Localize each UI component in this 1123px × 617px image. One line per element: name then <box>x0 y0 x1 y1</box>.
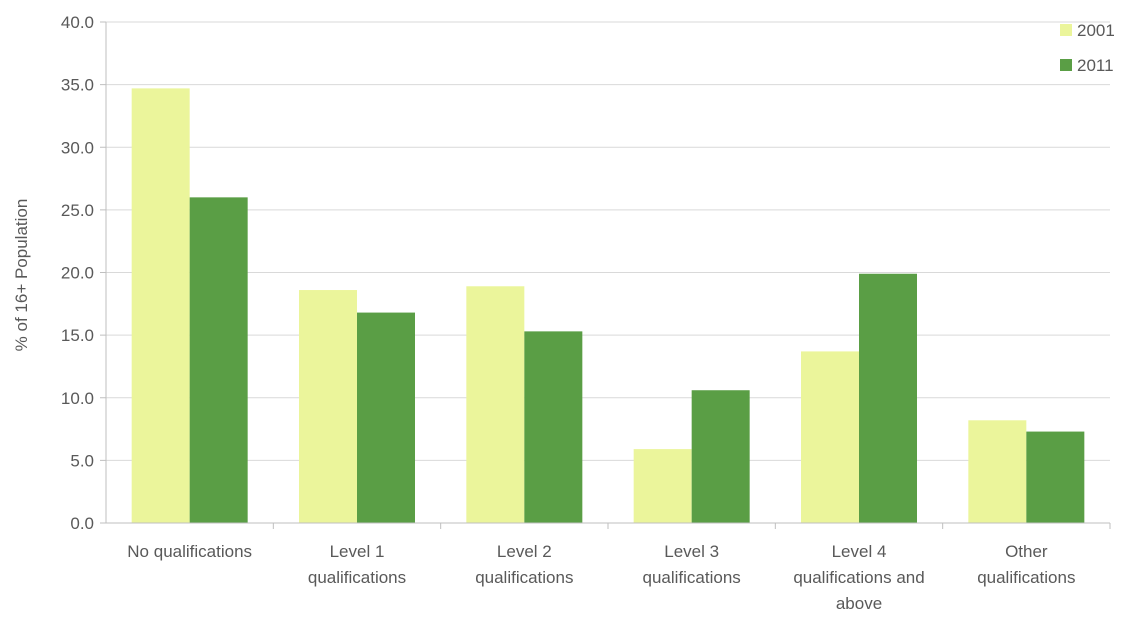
x-category-labels: No qualifications Level 1 qualificationsLe… <box>127 542 1075 613</box>
bar-2001-4 <box>801 351 859 523</box>
x-category-label: No qualifications <box>127 542 252 561</box>
x-category-label-line: qualifications and <box>793 568 924 587</box>
x-category-label: Level 1 qualifications <box>308 542 406 587</box>
legend-label-2001: 2001 <box>1077 21 1115 40</box>
bar-2011-0 <box>189 197 248 523</box>
y-tick-label: 0.0 <box>70 514 94 533</box>
x-category-label-line: Other <box>1005 542 1048 561</box>
x-category-label: Level 3 qualifications <box>643 542 741 587</box>
bar-2001-5 <box>968 420 1027 523</box>
bar-2011-5 <box>1026 431 1085 523</box>
x-category-label-line: No qualifications <box>127 542 252 561</box>
y-axis-title: % of 16+ Population <box>12 199 31 352</box>
y-tick-label: 15.0 <box>61 326 94 345</box>
gridlines <box>106 21 1110 461</box>
legend-swatch-2011 <box>1060 59 1072 71</box>
x-category-label-line: Level 1 <box>330 542 385 561</box>
y-tick-label: 20.0 <box>61 264 94 283</box>
bar-2001-1 <box>299 290 357 523</box>
x-category-label: Level 4 qualifications and above <box>793 542 924 613</box>
x-category-label-line: qualifications <box>977 568 1075 587</box>
bar-2011-1 <box>357 312 415 523</box>
x-category-label-line: above <box>836 594 882 613</box>
x-category-label-line: qualifications <box>475 568 573 587</box>
x-category-label: Level 2 qualifications <box>475 542 573 587</box>
x-category-label-line: Level 2 <box>497 542 552 561</box>
y-tick-label: 35.0 <box>61 76 94 95</box>
bar-2011-2 <box>524 331 583 523</box>
bar-2001-3 <box>633 449 692 523</box>
axes <box>100 21 1111 529</box>
y-tick-label: 30.0 <box>61 138 94 157</box>
x-category-label-line: qualifications <box>643 568 741 587</box>
y-tick-label: 25.0 <box>61 201 94 220</box>
bar-2001-2 <box>466 286 525 523</box>
bar-2011-4 <box>859 273 917 523</box>
bars <box>131 88 1085 523</box>
y-tick-label: 10.0 <box>61 389 94 408</box>
y-tick-labels: 0.0 5.0 10.0 15.0 20.0 25.0 30.0 35.0 40.0 <box>61 13 94 533</box>
x-category-label-line: Level 4 <box>832 542 887 561</box>
legend: 2001 2011 <box>1060 21 1115 75</box>
y-tick-label: 40.0 <box>61 13 94 32</box>
bar-2011-3 <box>691 390 750 523</box>
x-category-label-line: qualifications <box>308 568 406 587</box>
legend-label-2011: 2011 <box>1077 56 1114 75</box>
x-category-label: Other qualifications <box>977 542 1075 587</box>
x-category-label-line: Level 3 <box>664 542 719 561</box>
legend-swatch-2001 <box>1060 24 1072 36</box>
bar-2001-0 <box>131 88 190 523</box>
y-tick-label: 5.0 <box>70 451 94 470</box>
